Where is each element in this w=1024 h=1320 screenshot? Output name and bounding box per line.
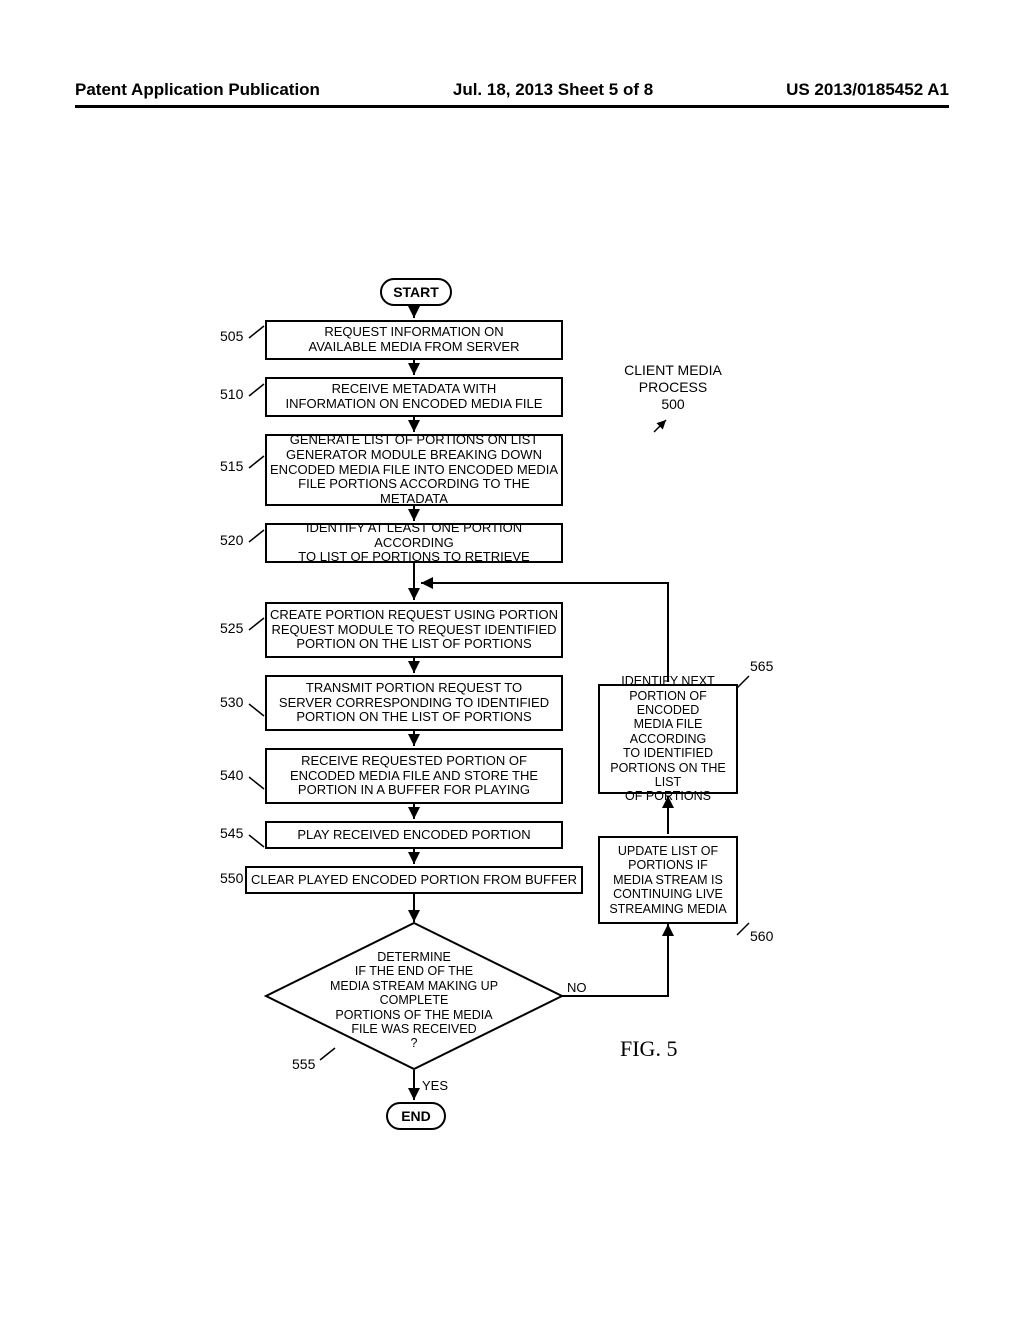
- step-525: CREATE PORTION REQUEST USING PORTION REQ…: [265, 602, 563, 658]
- step-520: IDENTIFY AT LEAST ONE PORTION ACCORDING …: [265, 523, 563, 563]
- ref-540: 540: [220, 767, 243, 783]
- ref-515: 515: [220, 458, 243, 474]
- step-560: UPDATE LIST OF PORTIONS IF MEDIA STREAM …: [598, 836, 738, 924]
- ref-545: 545: [220, 825, 243, 841]
- flowchart: START REQUEST INFORMATION ON AVAILABLE M…: [0, 0, 1024, 1320]
- ref-565: 565: [750, 658, 773, 674]
- figure-label: FIG. 5: [620, 1036, 677, 1062]
- process-number: 500: [618, 396, 728, 413]
- ref-550: 550: [220, 870, 243, 886]
- label-no: NO: [567, 980, 587, 995]
- step-565: IDENTIFY NEXT PORTION OF ENCODED MEDIA F…: [598, 684, 738, 794]
- ref-505: 505: [220, 328, 243, 344]
- ref-560: 560: [750, 928, 773, 944]
- decision-555: DETERMINE IF THE END OF THE MEDIA STREAM…: [300, 950, 528, 1051]
- connectors: [0, 0, 1024, 1320]
- step-510: RECEIVE METADATA WITH INFORMATION ON ENC…: [265, 377, 563, 417]
- terminal-end: END: [386, 1102, 446, 1130]
- ref-510: 510: [220, 386, 243, 402]
- step-515: GENERATE LIST OF PORTIONS ON LIST GENERA…: [265, 434, 563, 506]
- ref-525: 525: [220, 620, 243, 636]
- ref-520: 520: [220, 532, 243, 548]
- step-540: RECEIVE REQUESTED PORTION OF ENCODED MED…: [265, 748, 563, 804]
- step-505: REQUEST INFORMATION ON AVAILABLE MEDIA F…: [265, 320, 563, 360]
- ref-530: 530: [220, 694, 243, 710]
- step-530: TRANSMIT PORTION REQUEST TO SERVER CORRE…: [265, 675, 563, 731]
- terminal-start: START: [380, 278, 452, 306]
- label-yes: YES: [422, 1078, 448, 1093]
- step-550: CLEAR PLAYED ENCODED PORTION FROM BUFFER: [245, 866, 583, 894]
- step-545: PLAY RECEIVED ENCODED PORTION: [265, 821, 563, 849]
- process-title-1: CLIENT MEDIA: [618, 362, 728, 379]
- process-title-2: PROCESS: [618, 379, 728, 396]
- page: Patent Application Publication Jul. 18, …: [0, 0, 1024, 1320]
- ref-555: 555: [292, 1056, 315, 1072]
